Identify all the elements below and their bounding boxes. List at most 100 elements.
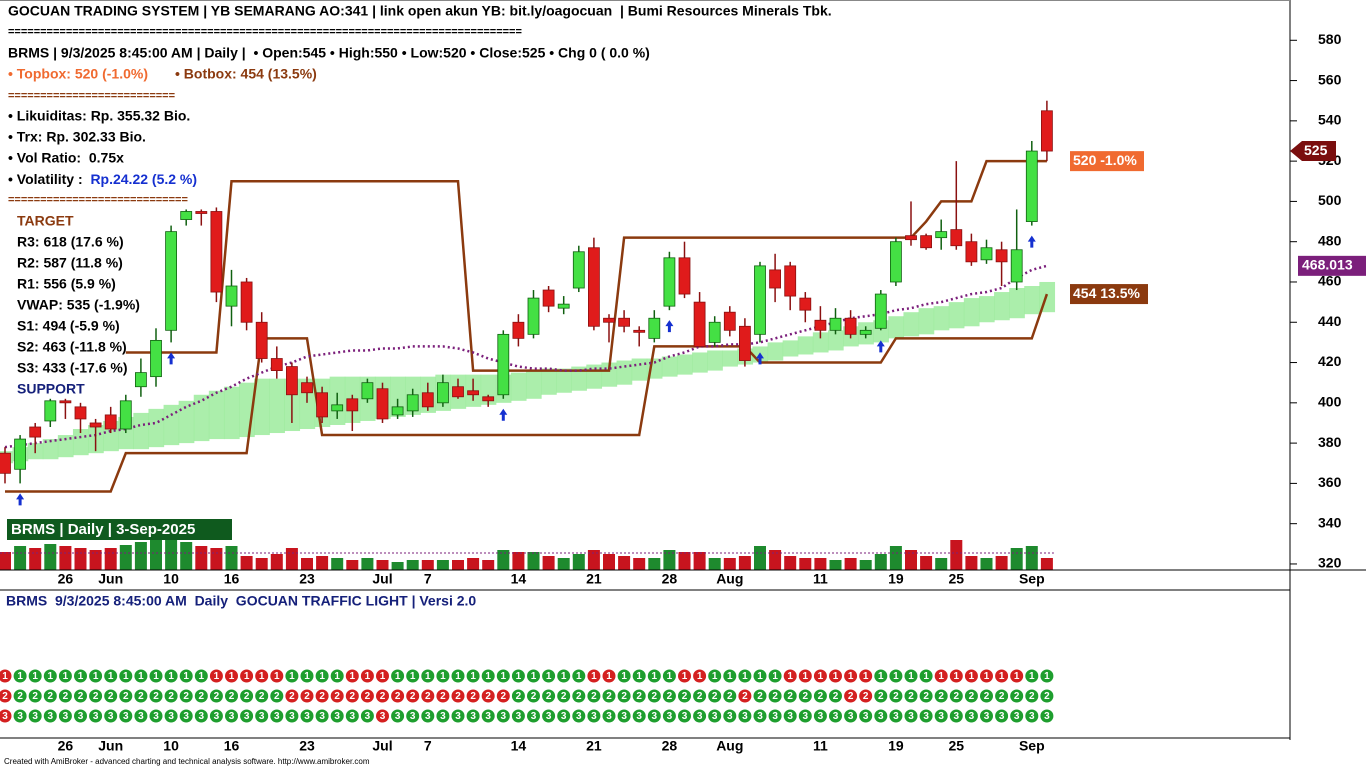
light-label: 3 bbox=[667, 711, 673, 722]
ribbon bbox=[676, 354, 693, 375]
botbox-line bbox=[5, 293, 1049, 493]
light bbox=[572, 709, 586, 723]
candle-body bbox=[1010, 249, 1023, 283]
volume-bar bbox=[920, 556, 933, 570]
light-label: 3 bbox=[712, 711, 718, 722]
support-title: SUPPORT bbox=[17, 381, 85, 397]
light-label: 1 bbox=[319, 671, 325, 682]
volume-bar bbox=[633, 558, 646, 570]
light bbox=[602, 689, 616, 703]
x-tick-label: 11 bbox=[813, 738, 828, 754]
candle-body bbox=[406, 394, 419, 412]
light-label: 2 bbox=[319, 691, 325, 702]
candle-body bbox=[1041, 110, 1053, 152]
volume-bar bbox=[769, 550, 782, 570]
light-label: 3 bbox=[440, 711, 446, 722]
volume-bar bbox=[935, 558, 948, 570]
stat: • Likuiditas: Rp. 355.32 Bio. bbox=[8, 108, 190, 124]
light-label: 3 bbox=[787, 711, 793, 722]
volume-bar bbox=[874, 554, 887, 570]
x-tick-label: Sep bbox=[1019, 738, 1045, 754]
candle-body bbox=[572, 251, 585, 289]
light bbox=[315, 709, 329, 723]
light bbox=[0, 709, 12, 723]
candle-body bbox=[678, 257, 691, 295]
x-tick-label: Aug bbox=[716, 738, 743, 754]
candle-body bbox=[104, 414, 117, 430]
light-label: 1 bbox=[304, 671, 310, 682]
light-label: 2 bbox=[334, 691, 340, 702]
light-label: 2 bbox=[636, 691, 642, 702]
light bbox=[632, 709, 646, 723]
candle-body bbox=[436, 382, 449, 404]
light bbox=[391, 689, 405, 703]
volume-title: BRMS | Daily | 3-Sep-2025 bbox=[11, 521, 195, 538]
volatility-value: Rp.24.22 (5.2 %) bbox=[90, 171, 197, 187]
volume-bar bbox=[406, 560, 419, 570]
candle-body bbox=[844, 317, 857, 335]
light bbox=[421, 709, 435, 723]
x-tick-label: 23 bbox=[299, 571, 315, 587]
light-label: 3 bbox=[878, 711, 884, 722]
light bbox=[617, 689, 631, 703]
x-tick-label: 28 bbox=[662, 571, 678, 587]
light-label: 3 bbox=[591, 711, 597, 722]
light bbox=[934, 689, 948, 703]
light-label: 2 bbox=[455, 691, 461, 702]
light-label: 3 bbox=[304, 711, 310, 722]
light bbox=[753, 709, 767, 723]
light-label: 3 bbox=[969, 711, 975, 722]
topbox-text: • Topbox: 520 (-1.0%) bbox=[8, 66, 148, 82]
candle-body bbox=[1025, 150, 1038, 222]
light-label: 2 bbox=[63, 691, 69, 702]
light bbox=[270, 689, 284, 703]
ribbon bbox=[631, 358, 648, 381]
candle-body bbox=[739, 325, 751, 361]
x-tick-label: Sep bbox=[1019, 571, 1045, 587]
light bbox=[421, 689, 435, 703]
volume-bar bbox=[1025, 546, 1038, 570]
x-tick-label: 21 bbox=[586, 738, 602, 754]
light bbox=[678, 709, 691, 723]
volume-bar bbox=[436, 560, 449, 570]
light-label: 2 bbox=[425, 691, 431, 702]
light-label: 2 bbox=[153, 691, 159, 702]
candle-body bbox=[693, 301, 706, 347]
light bbox=[844, 709, 858, 723]
light bbox=[481, 709, 495, 723]
volume-bar bbox=[285, 548, 298, 570]
volume-bar bbox=[784, 556, 797, 570]
y-tick-label: 580 bbox=[1318, 31, 1342, 47]
light bbox=[74, 689, 87, 703]
light bbox=[813, 709, 827, 723]
light bbox=[723, 669, 737, 683]
topbox-label-bg bbox=[1070, 151, 1144, 172]
light bbox=[360, 669, 374, 683]
light bbox=[345, 689, 359, 703]
ma-badge-label: 468.013 bbox=[1302, 257, 1353, 273]
candle-body bbox=[119, 400, 132, 430]
candle-body bbox=[769, 269, 781, 289]
light-label: 2 bbox=[108, 691, 114, 702]
light bbox=[587, 669, 601, 683]
light bbox=[678, 669, 691, 683]
light bbox=[300, 689, 314, 703]
light-label: 3 bbox=[697, 711, 703, 722]
light bbox=[602, 709, 616, 723]
candle-body bbox=[467, 390, 480, 396]
light-label: 3 bbox=[17, 711, 23, 722]
light bbox=[934, 709, 948, 723]
candle-body bbox=[421, 392, 434, 408]
volume-bar bbox=[195, 546, 208, 570]
candle-body bbox=[648, 317, 661, 339]
light-label: 2 bbox=[863, 691, 869, 702]
light bbox=[104, 689, 118, 703]
candle-body bbox=[74, 406, 87, 420]
light bbox=[496, 689, 510, 703]
light-label: 3 bbox=[938, 711, 944, 722]
candle-body bbox=[995, 249, 1008, 263]
light-label: 3 bbox=[621, 711, 627, 722]
light bbox=[949, 669, 963, 683]
light bbox=[436, 669, 450, 683]
level: S2: 463 (-11.8 %) bbox=[17, 339, 127, 355]
